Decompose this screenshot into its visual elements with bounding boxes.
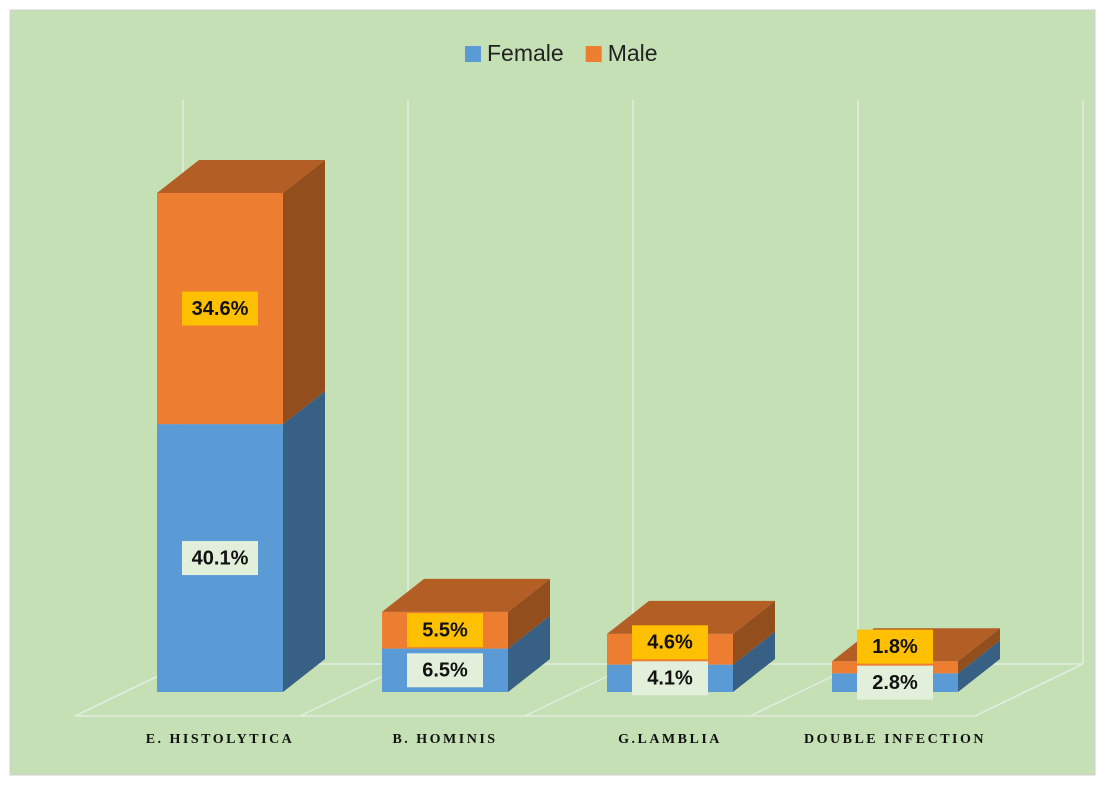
legend-label: Female: [487, 40, 564, 66]
bar-side: [733, 631, 775, 692]
data-label-box: [407, 653, 483, 688]
data-label-box: [857, 665, 933, 700]
x-tick-label: DOUBLE INFECTION: [804, 732, 986, 747]
data-label: 40.1%: [192, 547, 249, 569]
legend-swatch: [585, 46, 602, 62]
data-label: 34.6%: [192, 298, 249, 320]
floor-line: [974, 663, 1084, 717]
data-label-box: [632, 625, 708, 660]
data-label: 6.5%: [422, 660, 468, 682]
bar-side: [958, 640, 1000, 692]
legend-label: Male: [608, 40, 658, 66]
bar-side: [508, 615, 550, 692]
x-tick-label: B. HOMINIS: [392, 732, 498, 747]
data-label: 4.1%: [647, 668, 693, 690]
bar-side: [283, 160, 325, 425]
data-label: 2.8%: [872, 672, 918, 694]
bar-side: [508, 578, 550, 649]
bar-side: [283, 391, 325, 692]
data-label-box: [182, 291, 258, 326]
x-tick-label: G.LAMBLIA: [618, 732, 722, 747]
bar-side: [733, 600, 775, 665]
bar-side: [958, 628, 1000, 674]
data-label: 5.5%: [422, 619, 468, 641]
data-label-box: [857, 629, 933, 664]
data-label-box: [182, 541, 258, 576]
bar-top: [382, 578, 550, 612]
bar-top: [157, 160, 325, 193]
legend-swatch: [465, 46, 481, 62]
data-label-box: [632, 661, 708, 696]
data-label-box: [407, 613, 483, 648]
data-label: 4.6%: [647, 632, 693, 654]
data-label: 1.8%: [872, 636, 918, 658]
x-tick-label: E. HISTOLYTICA: [145, 732, 295, 747]
